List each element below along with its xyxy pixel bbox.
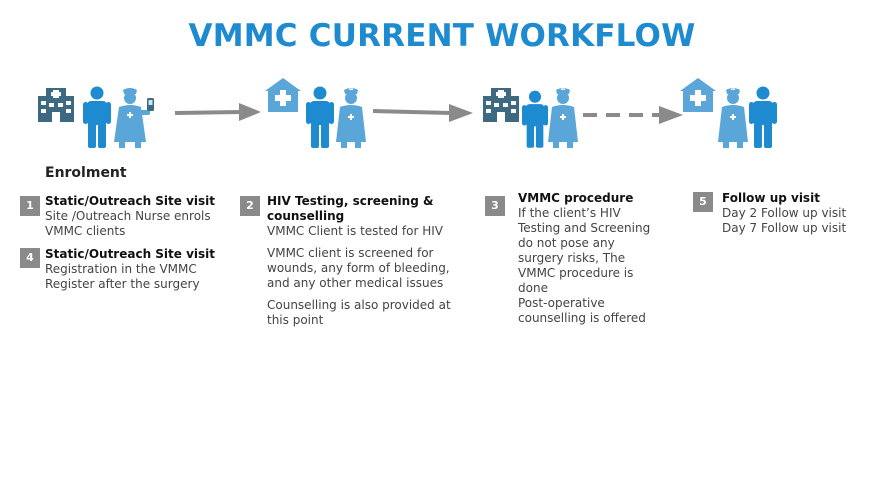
step-3-text: VMMC procedure If the client’s HIV Testi… — [518, 191, 668, 326]
dashed-arrow-right-icon — [583, 106, 683, 124]
step-number-badge: 3 — [485, 196, 505, 216]
step-line: Day 2 Follow up visit — [722, 206, 847, 220]
arrow-right-icon — [175, 103, 261, 121]
step-number-badge: 4 — [20, 248, 40, 268]
clinic-house-icon — [265, 78, 301, 112]
step-line: counselling is offered — [518, 311, 646, 325]
step-line: surgery risks, The — [518, 251, 626, 265]
step-line: Day 7 Follow up visit — [722, 221, 847, 235]
step-line: wounds, any form of bleeding, — [267, 261, 450, 275]
nurse-with-phone-icon — [114, 88, 154, 148]
step-line: VMMC procedure is — [518, 266, 634, 280]
step-line: do not pose any — [518, 236, 615, 250]
step-2-text: HIV Testing, screening & counselling VMM… — [267, 194, 467, 328]
step-title: HIV Testing, screening & — [267, 194, 434, 208]
step-title: VMMC procedure — [518, 191, 634, 205]
step-title: Static/Outreach Site visit — [45, 247, 216, 261]
step-title: Follow up visit — [722, 191, 820, 205]
step-line: done — [518, 281, 548, 295]
step-number-badge: 5 — [693, 192, 713, 212]
step-title-continued: counselling — [267, 209, 345, 223]
step-line: Post-operative — [518, 296, 605, 310]
step-line: VMMC client is screened for — [267, 246, 434, 260]
step-line: this point — [267, 313, 324, 327]
man-icon — [749, 86, 777, 148]
nurse-icon — [548, 88, 578, 148]
step-line: If the client’s HIV — [518, 206, 621, 220]
step-number-badge: 2 — [240, 196, 260, 216]
step-line: VMMC clients — [45, 224, 126, 238]
man-icon — [306, 86, 334, 148]
step-line: Site /Outreach Nurse enrols — [45, 209, 211, 223]
step-line: and any other medical issues — [267, 276, 444, 290]
enrolment-heading: Enrolment — [45, 165, 127, 181]
step-line: Registration in the VMMC — [45, 262, 197, 276]
arrow-right-icon — [373, 104, 473, 122]
step-line: Register after the surgery — [45, 277, 200, 291]
step-number-badge: 1 — [20, 196, 40, 216]
page-title: VMMC CURRENT WORKFLOW — [188, 18, 696, 54]
step-line: VMMC Client is tested for HIV — [267, 224, 444, 238]
nurse-icon — [718, 88, 748, 148]
step-line: Counselling is also provided at — [267, 298, 451, 312]
man-icon — [522, 90, 548, 148]
step-4-text: Static/Outreach Site visit Registration … — [45, 247, 235, 292]
nurse-icon — [336, 88, 366, 148]
step-5-text: Follow up visit Day 2 Follow up visit Da… — [722, 191, 872, 236]
step-title: Static/Outreach Site visit — [45, 194, 216, 208]
step-line: Testing and Screening — [518, 221, 651, 235]
man-icon — [83, 86, 111, 148]
hospital-building-icon — [483, 88, 519, 122]
hospital-building-icon — [38, 88, 74, 122]
clinic-house-icon — [680, 78, 716, 112]
step-1-text: Static/Outreach Site visit Site /Outreac… — [45, 194, 235, 239]
